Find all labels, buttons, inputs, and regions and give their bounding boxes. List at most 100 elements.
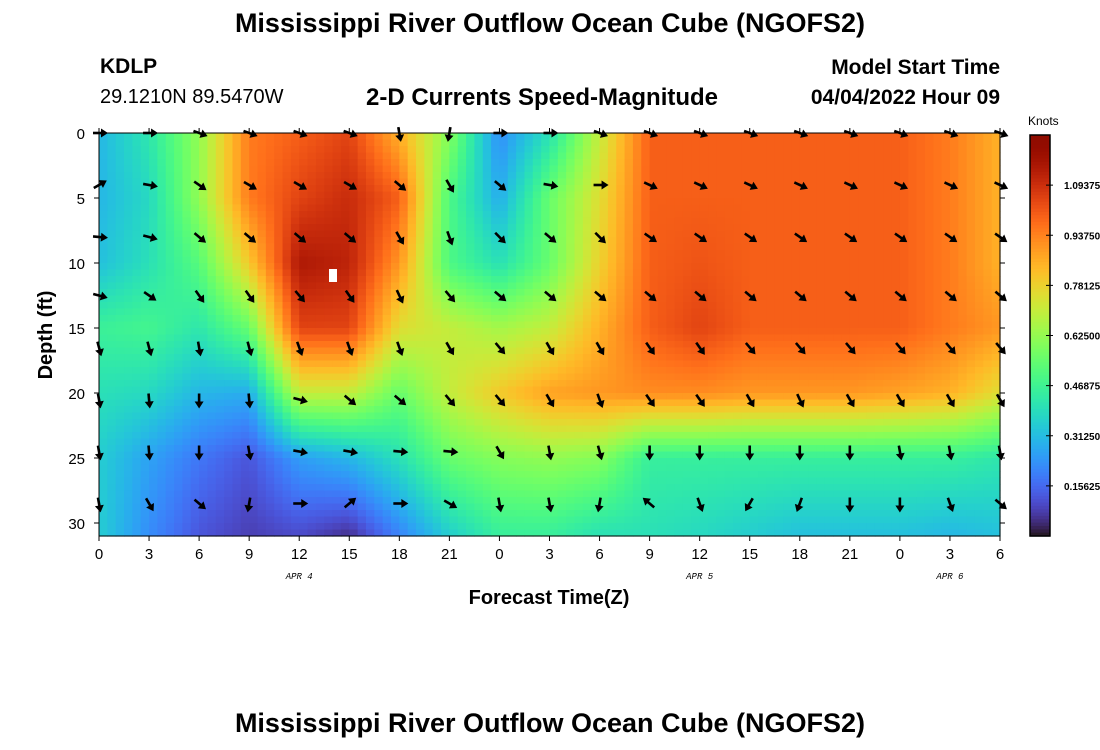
heat-cell <box>516 146 526 154</box>
heat-cell <box>524 230 534 238</box>
heat-cell <box>582 302 592 310</box>
heat-cell <box>783 380 793 388</box>
heat-cell <box>441 328 450 336</box>
heat-cell <box>315 419 325 427</box>
heat-cell <box>307 295 317 303</box>
heat-cell <box>816 256 826 264</box>
heat-cell <box>374 419 384 427</box>
heat-cell <box>816 172 826 180</box>
heat-cell <box>224 302 234 310</box>
heat-cell <box>733 334 742 342</box>
heat-cell <box>924 347 934 355</box>
heat-cell <box>566 204 576 212</box>
heat-cell <box>824 289 834 297</box>
heat-cell <box>299 347 309 355</box>
heat-cell <box>808 380 818 388</box>
heat-cell <box>708 217 717 225</box>
heat-cell <box>349 393 359 401</box>
heat-cell <box>274 354 284 362</box>
heat-cell <box>491 328 501 336</box>
heat-cell <box>541 380 551 388</box>
heat-cell <box>591 282 601 290</box>
heat-cell <box>382 321 392 329</box>
heat-cell <box>124 191 133 199</box>
heat-cell <box>215 341 225 349</box>
heat-cell <box>708 419 717 427</box>
heat-cell <box>257 360 267 368</box>
heat-cell <box>991 159 1001 167</box>
heat-cell <box>549 204 559 212</box>
heat-cell <box>724 386 734 394</box>
heat-cell <box>466 159 476 167</box>
heat-cell <box>182 328 192 336</box>
heat-cell <box>816 243 826 251</box>
heat-cell <box>916 224 926 232</box>
heat-cell <box>624 230 634 238</box>
heat-cell <box>115 302 125 310</box>
heat-cell <box>115 321 125 329</box>
heat-cell <box>441 152 450 160</box>
heat-cell <box>841 419 851 427</box>
heat-cell <box>908 341 918 349</box>
heat-cell <box>724 159 734 167</box>
heat-cell <box>290 425 300 433</box>
heat-cell <box>390 217 400 225</box>
heat-cell <box>641 146 651 154</box>
heat-cell <box>949 341 959 349</box>
heat-cell <box>649 373 659 381</box>
heat-cell <box>691 224 701 232</box>
heat-cell <box>666 139 676 147</box>
heat-cell <box>115 269 125 277</box>
heat-cell <box>616 133 626 141</box>
heat-cell <box>407 373 417 381</box>
heat-cell <box>157 230 167 238</box>
heat-cell <box>407 341 417 349</box>
heat-cell <box>566 386 576 394</box>
heat-cell <box>299 159 309 167</box>
heat-cell <box>374 256 384 264</box>
heat-cell <box>549 425 559 433</box>
heat-cell <box>491 425 501 433</box>
heat-cell <box>891 152 901 160</box>
heat-cell <box>974 198 984 206</box>
heat-cell <box>616 263 626 271</box>
heat-cell <box>357 341 367 349</box>
heat-cell <box>190 321 200 329</box>
heat-cell <box>474 367 484 375</box>
heat-cell <box>240 269 250 277</box>
heat-cell <box>265 302 275 310</box>
heat-cell <box>507 373 517 381</box>
heat-cell <box>165 334 175 342</box>
heat-cell <box>899 204 909 212</box>
heat-cell <box>224 282 234 290</box>
heat-cell <box>324 139 334 147</box>
heat-cell <box>449 172 459 180</box>
heat-cell <box>741 269 751 277</box>
heat-cell <box>866 152 876 160</box>
heat-cell <box>916 321 926 329</box>
heat-cell <box>674 198 684 206</box>
heat-cell <box>207 328 217 336</box>
heat-cell <box>382 380 392 388</box>
heat-cell <box>332 211 342 219</box>
heat-cell <box>716 373 726 381</box>
heat-cell <box>983 302 993 310</box>
heat-cell <box>457 347 467 355</box>
heat-cell <box>866 334 876 342</box>
heat-cell <box>332 224 342 232</box>
heat-cell <box>899 224 909 232</box>
heat-cell <box>149 198 158 206</box>
heat-cell <box>941 367 951 375</box>
heat-cell <box>924 198 934 206</box>
heat-cell <box>799 191 809 199</box>
heat-cell <box>808 198 818 206</box>
heat-cell <box>240 198 250 206</box>
heat-cell <box>365 380 375 388</box>
heat-cell <box>115 191 125 199</box>
heat-cell <box>449 334 459 342</box>
heat-cell <box>708 406 717 414</box>
heat-cell <box>99 289 108 297</box>
heat-cell <box>641 295 651 303</box>
heat-cell <box>249 308 259 316</box>
heat-cell <box>532 185 542 193</box>
